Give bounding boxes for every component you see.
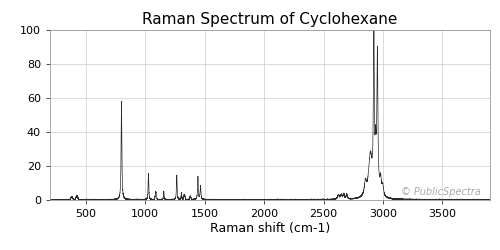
Text: © PublicSpectra: © PublicSpectra [402, 186, 481, 196]
X-axis label: Raman shift (cm-1): Raman shift (cm-1) [210, 222, 330, 235]
Title: Raman Spectrum of Cyclohexane: Raman Spectrum of Cyclohexane [142, 12, 398, 28]
